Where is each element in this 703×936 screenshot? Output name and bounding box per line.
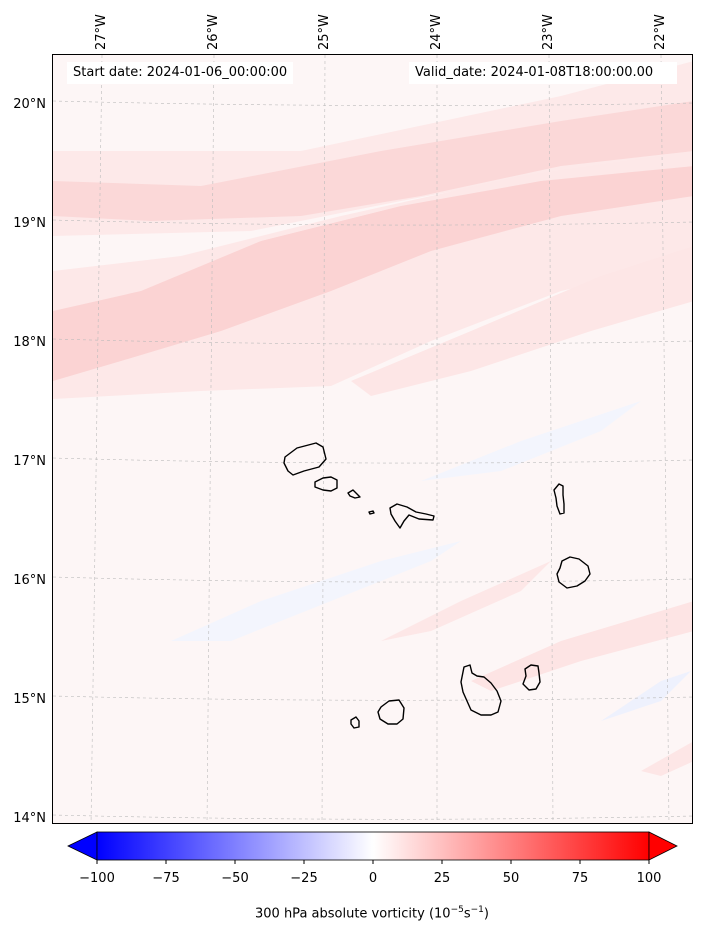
lon-label-24w: 24°W [429, 14, 444, 50]
colorbar-tick-label: 0 [368, 871, 378, 886]
colorbar-tick-label: −75 [152, 871, 180, 886]
vorticity-band-main-core [53, 166, 692, 381]
island-raso [368, 510, 375, 515]
valid-date-box: Valid_date: 2024-01-08T18:00:00.00 [409, 62, 677, 84]
colorbar-tick-label: −100 [79, 871, 115, 886]
lat-label-20n: 20°N [13, 97, 46, 112]
gridlines [53, 55, 692, 823]
colorbar-tick-label: −50 [221, 871, 249, 886]
colorbar-tick-label: 100 [636, 871, 662, 886]
lat-label-15n: 15°N [13, 692, 46, 707]
lat-label-14n: 14°N [13, 811, 46, 826]
start-date-text: Start date: 2024-01-06_00:00:00 [73, 65, 288, 80]
islands [283, 442, 591, 729]
colorbar-gradient [96, 831, 650, 861]
island-santiago [460, 664, 502, 716]
vorticity-field-map [53, 55, 692, 823]
vorticity-negative-patch-3 [601, 671, 691, 721]
island-boa-vista [556, 556, 591, 589]
colorbar-min-extend [67, 831, 98, 861]
island-sao-vicente [314, 476, 338, 492]
colorbar-label: 300 hPa absolute vorticity (10−5s−1) [0, 905, 703, 921]
map-panel [52, 54, 693, 824]
vorticity-band-secondary [351, 246, 692, 396]
island-santa-luzia [347, 489, 361, 499]
island-sal [553, 483, 565, 515]
colorbar-tick-label: 25 [433, 871, 451, 886]
colorbar-label-exponent-2: −1 [470, 905, 484, 915]
colorbar-label-unit: s [463, 906, 471, 922]
island-fogo [377, 699, 405, 725]
colorbar [67, 831, 678, 864]
colorbar-label-text: 300 hPa absolute vorticity (10 [255, 906, 451, 922]
colorbar-label-close: ) [483, 906, 489, 922]
colorbar-label-exponent: −5 [450, 905, 464, 915]
start-date-box: Start date: 2024-01-06_00:00:00 [67, 62, 294, 84]
vorticity-positive-streak-2 [381, 561, 551, 641]
colorbar-tick-label: 75 [571, 871, 589, 886]
vorticity-band-north-core [53, 101, 692, 221]
lat-label-17n: 17°N [13, 454, 46, 469]
vorticity-positive-streak-3 [641, 742, 692, 776]
colorbar-max-extend [648, 831, 678, 861]
lat-label-16n: 16°N [13, 573, 46, 588]
valid-date-text: Valid_date: 2024-01-08T18:00:00.00 [415, 65, 654, 80]
lon-label-27w: 27°W [94, 14, 109, 50]
island-santo-antao [283, 442, 327, 476]
island-brava [350, 716, 360, 729]
lon-label-22w: 22°W [653, 14, 668, 50]
lon-label-25w: 25°W [317, 14, 332, 50]
vorticity-negative-patch-2 [421, 401, 641, 481]
lon-label-26w: 26°W [206, 14, 221, 50]
lat-label-18n: 18°N [13, 335, 46, 350]
island-maio [522, 664, 541, 691]
colorbar-tick-label: −25 [290, 871, 318, 886]
island-sao-nicolau [389, 503, 435, 529]
colorbar-tick-label: 50 [502, 871, 520, 886]
colorbar-ticks [96, 860, 650, 864]
lat-label-19n: 19°N [13, 216, 46, 231]
vorticity-negative-patch-1 [171, 541, 461, 641]
lon-label-23w: 23°W [541, 14, 556, 50]
